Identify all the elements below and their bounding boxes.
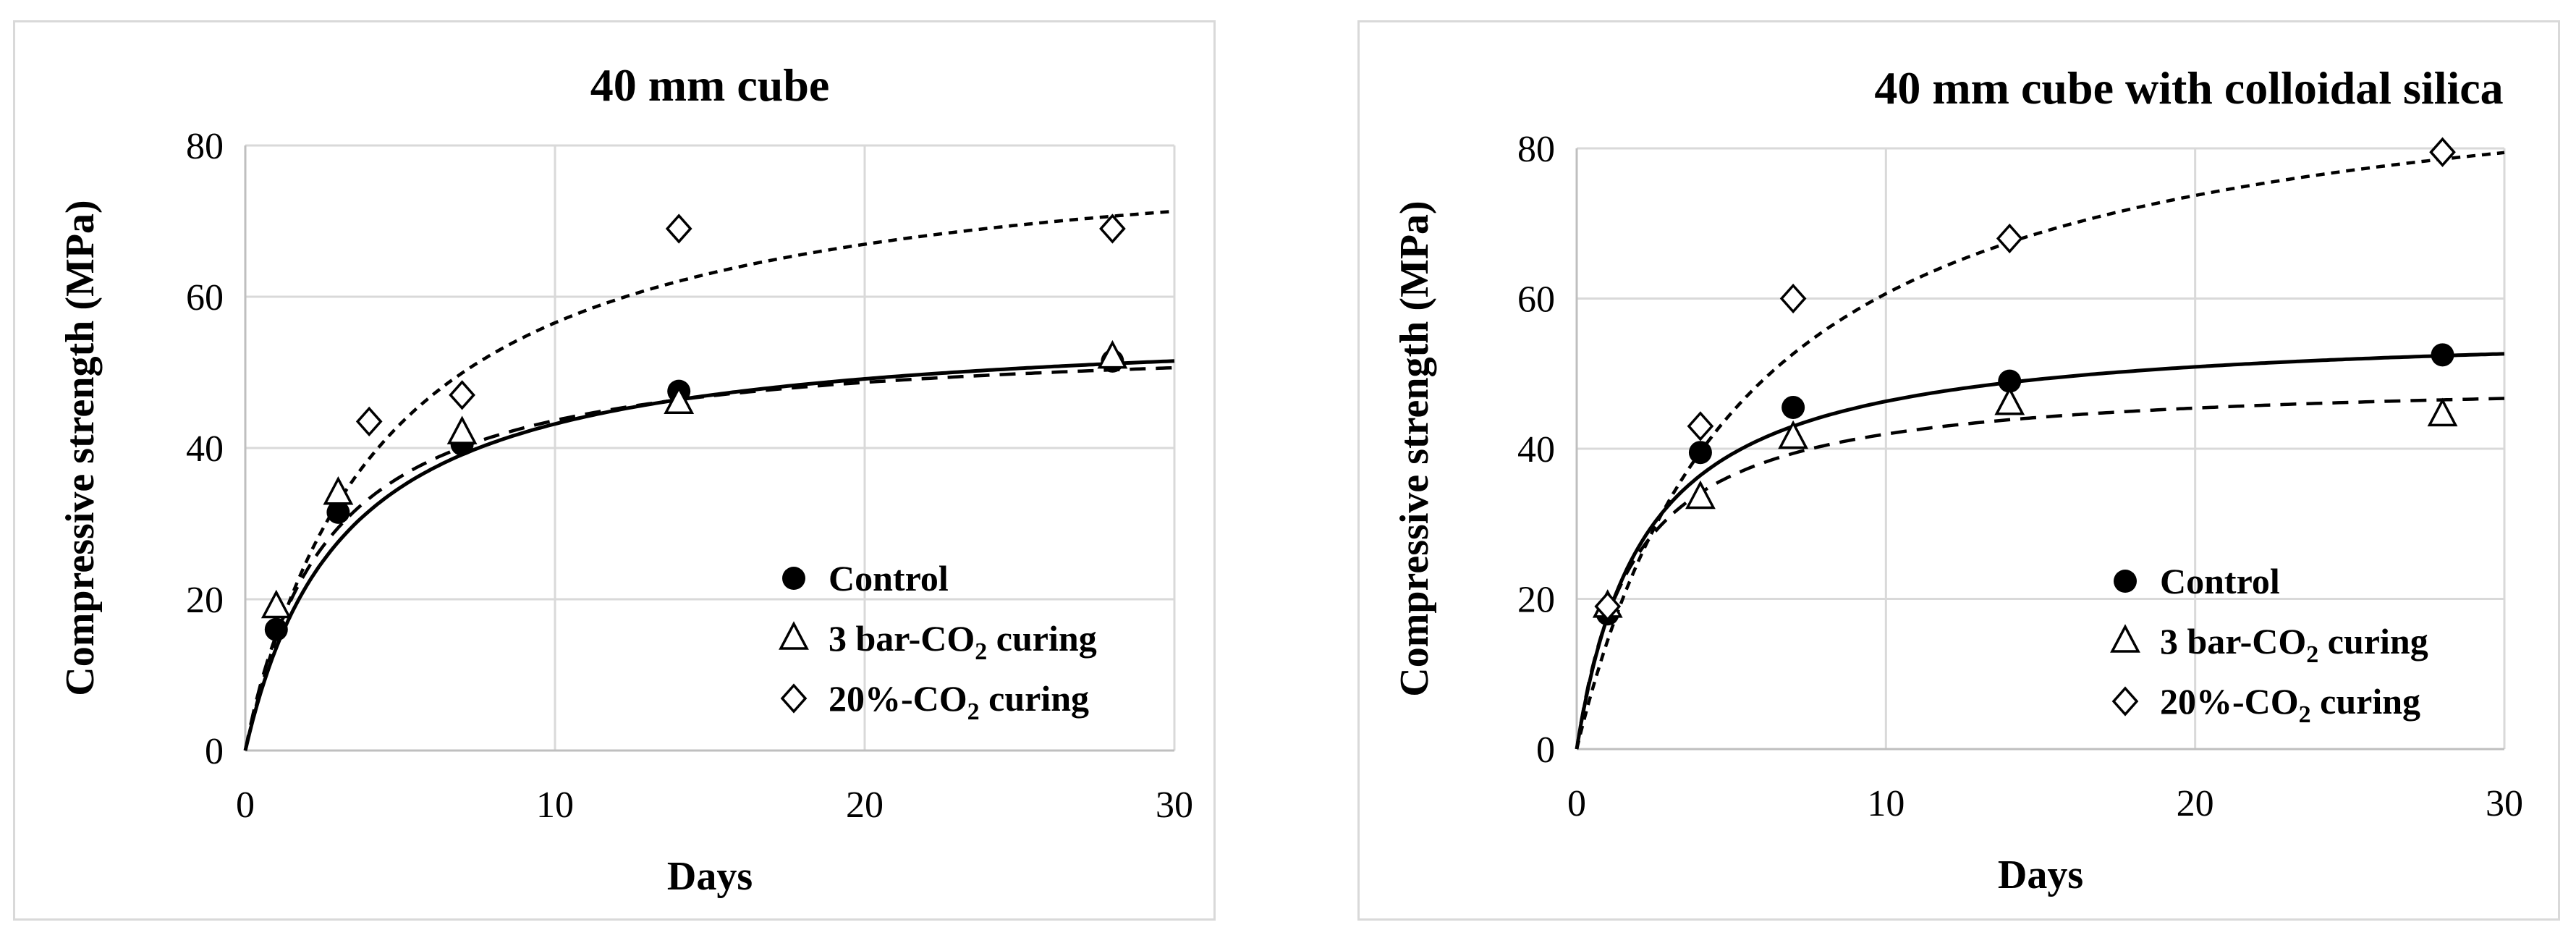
- chart-svg-right: 0 20 40 60 80 0 10 20 30 40 mm cube with colloida…: [1392, 62, 2523, 897]
- y-tick-label: 40: [186, 428, 224, 470]
- data-point-circle: [1781, 395, 1805, 419]
- chart-panel-left: 0 20 40 60 80 0 10 20 30 40 mm cube Days Compressiv…: [13, 20, 1216, 921]
- chart-panel-right: 0 20 40 60 80 0 10 20 30 40 mm cube with colloida…: [1357, 20, 2560, 921]
- legend-marker-diamond: [780, 683, 808, 714]
- data-point-circle: [2431, 343, 2454, 367]
- x-tick-label: 0: [1567, 783, 1586, 824]
- legend-label: 20%-CO2 curing: [2160, 681, 2420, 728]
- data-point-triangle: [1778, 420, 1809, 449]
- y-tick-label: 60: [186, 277, 224, 318]
- y-tick-label: 20: [186, 580, 224, 621]
- chart-title: 40 mm cube: [590, 59, 830, 111]
- legend-label: 3 bar-CO2 curing: [2160, 621, 2428, 668]
- legend-marker-triangle: [2110, 624, 2140, 653]
- data-point-triangle: [2427, 397, 2458, 427]
- data-point-triangle: [664, 385, 695, 415]
- data-point-diamond: [1996, 223, 2023, 254]
- x-tick-label: 20: [846, 785, 884, 826]
- y-axis-title: Compressive strength (MPa): [1392, 200, 1437, 696]
- legend-marker-circle: [2114, 570, 2137, 593]
- legend-label: Control: [2160, 561, 2280, 601]
- data-point-diamond: [1687, 411, 1714, 441]
- data-point-diamond: [665, 214, 692, 244]
- legend-label: 20%-CO2 curing: [829, 678, 1089, 725]
- fit-curve-diamond: [243, 209, 1175, 751]
- x-axis-title: Days: [1998, 853, 2083, 897]
- legend-marker-diamond: [2111, 686, 2139, 717]
- fit-curve-circle: [243, 359, 1175, 751]
- data-point-circle: [264, 617, 288, 641]
- legend-label: Control: [829, 558, 949, 599]
- fit-curve-circle: [1575, 352, 2505, 750]
- x-tick-label: 10: [536, 785, 574, 826]
- x-tick-label: 20: [2177, 783, 2214, 824]
- x-tick-label: 30: [2486, 783, 2523, 824]
- x-tick-label: 10: [1867, 783, 1905, 824]
- data-point-diamond: [2429, 137, 2456, 167]
- y-tick-label: 0: [205, 731, 224, 772]
- data-point-triangle: [1994, 386, 2025, 415]
- fit-curve-diamond: [1575, 151, 2505, 750]
- chart-title: 40 mm cube with colloidal silica: [1874, 62, 2503, 114]
- data-point-diamond: [449, 380, 475, 410]
- data-point-diamond: [1594, 591, 1622, 622]
- y-tick-label: 80: [1517, 129, 1555, 170]
- data-point-circle: [326, 500, 350, 524]
- data-point-circle: [1998, 369, 2022, 393]
- data-point-triangle: [260, 589, 292, 619]
- legend-label: 3 bar-CO2 curing: [829, 618, 1097, 665]
- x-axis-title: Days: [667, 854, 753, 899]
- y-tick-label: 20: [1517, 580, 1555, 621]
- legend-marker-triangle: [779, 621, 809, 650]
- legend-marker-circle: [782, 567, 805, 590]
- y-tick-label: 60: [1517, 279, 1555, 321]
- x-tick-label: 0: [236, 785, 255, 826]
- fit-curve-triangle: [243, 365, 1175, 751]
- y-tick-label: 0: [1536, 730, 1555, 771]
- y-tick-label: 40: [1517, 429, 1555, 470]
- y-axis-title: Compressive strength (MPa): [58, 200, 103, 696]
- chart-svg-left: 0 20 40 60 80 0 10 20 30 40 mm cube Days Compressiv…: [58, 59, 1193, 899]
- data-point-triangle: [1685, 480, 1716, 510]
- data-point-diamond: [355, 406, 383, 437]
- data-point-triangle: [1097, 339, 1128, 369]
- y-tick-label: 80: [186, 126, 224, 167]
- data-point-circle: [1688, 441, 1712, 465]
- data-point-diamond: [1779, 283, 1807, 314]
- x-tick-label: 30: [1156, 785, 1193, 826]
- data-point-triangle: [446, 415, 478, 444]
- data-point-diamond: [1099, 214, 1126, 244]
- data-point-triangle: [323, 476, 354, 505]
